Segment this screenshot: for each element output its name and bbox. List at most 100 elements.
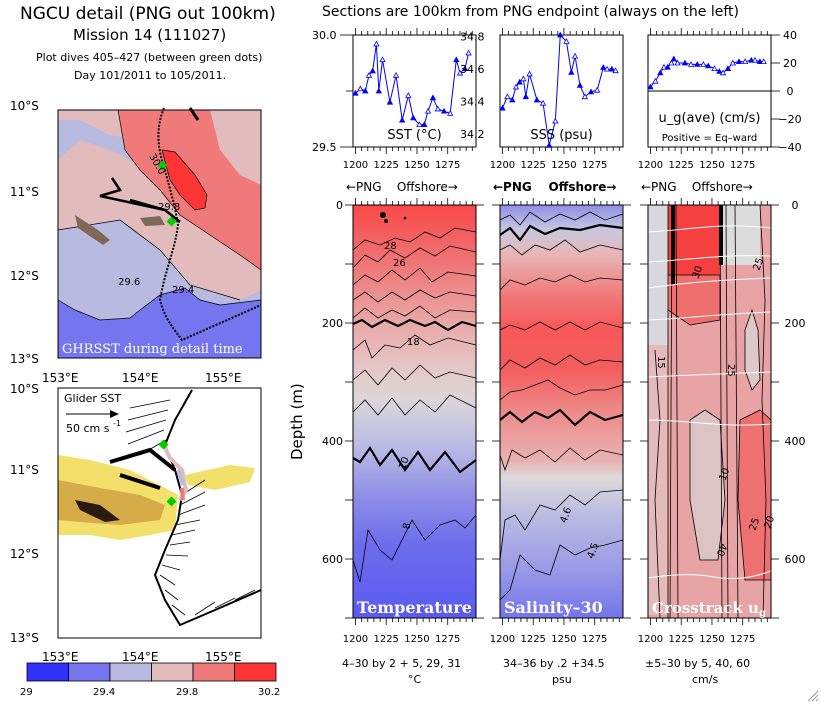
data-point: [379, 56, 386, 63]
data-point: [522, 93, 530, 100]
salinity-section: 4.6 4.5: [499, 204, 624, 619]
contour-label: 28: [384, 241, 397, 252]
sections-title: Sections are 100km from PNG endpoint (al…: [322, 4, 739, 20]
data-point: [571, 52, 579, 59]
data-point: [424, 107, 432, 114]
x-tick-label: 1250: [699, 160, 724, 171]
x-tick-label: 1275: [582, 634, 607, 645]
lat-tick: 11°S: [10, 463, 39, 477]
data-point: [499, 104, 506, 111]
island: [140, 216, 165, 226]
data-point: [375, 87, 383, 94]
data-point: [533, 96, 541, 103]
glider-sst-band: [75, 500, 120, 522]
data-point: [668, 59, 675, 66]
data-point: [399, 116, 406, 123]
mission-label: Mission 14 (111027): [73, 26, 227, 44]
x-tick-label: 1250: [404, 634, 429, 645]
y-tick-label: 30.0: [312, 29, 337, 42]
glider-sst-label: Glider SST: [64, 392, 121, 405]
data-point: [357, 85, 364, 92]
plot-title: SSS (psu): [530, 128, 592, 143]
resize-grip-icon[interactable]: [805, 688, 819, 702]
x-tick-label: 1250: [551, 634, 576, 645]
x-tick-label: 1250: [699, 634, 724, 645]
y-tick-label: 34.6: [460, 63, 485, 76]
crosstrack-units: cm/s: [692, 673, 719, 686]
data-point: [674, 59, 681, 66]
data-point: [593, 86, 601, 93]
colorbar: [26, 662, 277, 682]
colorbar-swatch: [234, 662, 277, 682]
data-point: [612, 67, 619, 74]
contour-label: 10: [397, 455, 412, 471]
crosstrack-section: 30 25 15 25 10 25 20 40: [647, 204, 777, 619]
start-marker: [157, 160, 168, 171]
sst-region-29-4: [58, 288, 261, 358]
contour-label: 29.4: [172, 285, 194, 296]
data-point: [735, 58, 743, 64]
colorbar-tick: 29: [20, 687, 33, 698]
glider-sst-band: [185, 465, 255, 490]
depth-tick-label: 200: [322, 317, 343, 330]
lat-tick: 10°S: [10, 99, 39, 113]
x-tick-label: 1200: [638, 634, 663, 645]
data-point: [608, 65, 616, 72]
glider-sst-band: [58, 480, 165, 525]
data-point: [563, 38, 570, 44]
lat-tick: 11°S: [10, 185, 39, 199]
map-axis-labels: 10°S 11°S 12°S 13°S 153°E 154°E 155°E 10…: [10, 99, 242, 664]
plot-subtitle: Positive = Eq–ward: [662, 133, 758, 144]
data-point: [392, 71, 400, 78]
glider-sst-trace: [180, 487, 185, 501]
lat-tick: 10°S: [10, 382, 39, 396]
lat-tick: 12°S: [10, 547, 39, 561]
scale-label: 50 cm s: [66, 422, 110, 435]
data-point: [581, 93, 589, 100]
data-point: [557, 31, 564, 38]
depth-axis-label: Depth (m): [288, 383, 306, 460]
colorbar-tick: 29.8: [176, 687, 198, 698]
depth-tick-label: 400: [322, 435, 343, 448]
depth-tick-label: 400: [785, 435, 806, 448]
end-marker: [166, 496, 177, 507]
salinity-contour-spec: 34–36 by .2 +34.5: [503, 657, 605, 670]
glider-track-loop: [109, 447, 177, 490]
contour-label: 8: [402, 522, 414, 530]
data-point: [546, 142, 553, 148]
lon-tick: 154°E: [122, 650, 159, 664]
y-tick-label: 34.8: [460, 31, 485, 44]
x-tick-label: 1225: [373, 160, 398, 171]
lon-tick: 153°E: [42, 371, 79, 385]
data-point: [716, 68, 723, 74]
x-tick-label: 1225: [520, 634, 545, 645]
colorbar-tick: 29.4: [93, 687, 115, 698]
offshore-caption: ←PNG Offshore→: [346, 180, 458, 194]
data-point: [756, 58, 764, 64]
data-point: [664, 63, 671, 70]
data-point: [719, 69, 727, 76]
contour-label: 15: [655, 356, 666, 369]
data-point: [461, 65, 469, 71]
x-tick-label: 1275: [730, 634, 755, 645]
x-tick-label: 1200: [638, 160, 663, 171]
contour-label: 40: [714, 542, 729, 558]
days-label: Day 101/2011 to 105/2011.: [74, 69, 227, 82]
data-point: [421, 121, 428, 127]
isopycnal-lines: [647, 225, 772, 579]
data-point: [681, 59, 689, 66]
contour-label: 10: [718, 467, 733, 483]
glider-track: [157, 107, 262, 342]
data-point: [405, 92, 412, 98]
x-tick-label: 1200: [343, 634, 368, 645]
data-point: [724, 65, 732, 71]
x-tick-label: 1275: [435, 160, 460, 171]
x-tick-label: 1200: [490, 160, 515, 171]
section-axes: 1200 1225 1250 1275 1200 1225 1250 1275 1200 1225…: [322, 198, 806, 645]
temperature-field: [353, 205, 476, 618]
contour-label: 29.6: [118, 277, 140, 288]
data-point: [512, 83, 520, 90]
colorbar-tick: 30.2: [258, 687, 280, 698]
y-tick-label: −40: [778, 141, 801, 154]
